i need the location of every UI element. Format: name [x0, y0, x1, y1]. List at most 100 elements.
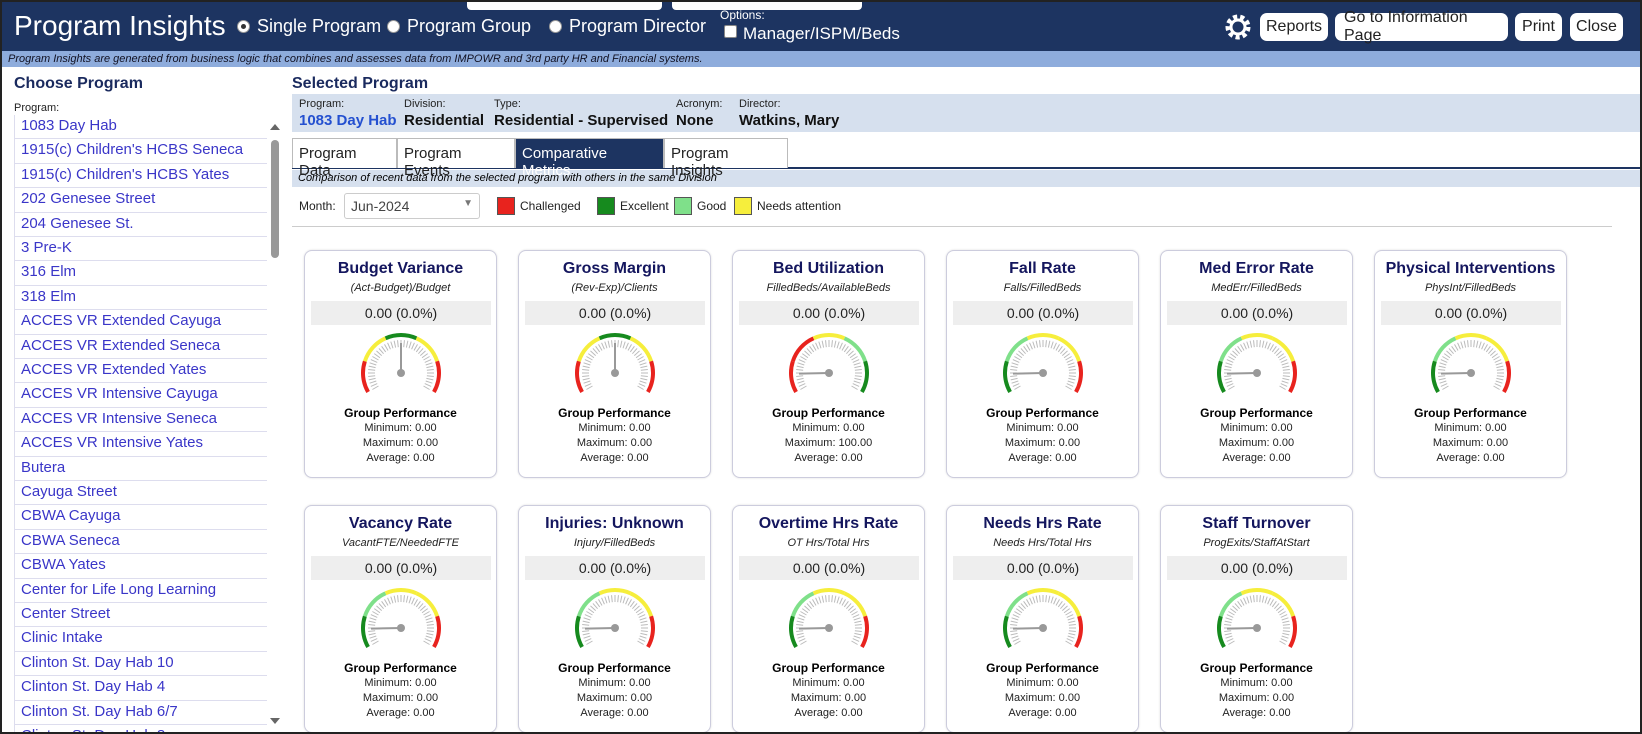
gauge-tick	[592, 348, 598, 355]
program-item[interactable]: Clinton St. Day Hab 4	[14, 676, 267, 701]
program-item[interactable]: CBWA Cayuga	[14, 505, 267, 530]
radio-dot[interactable]	[549, 20, 562, 33]
gauge-tick	[376, 605, 383, 611]
tab[interactable]: Program Data	[292, 138, 397, 179]
group-maximum: Maximum: 0.00	[1004, 437, 1081, 449]
program-item[interactable]: 3 Pre-K	[14, 237, 267, 262]
gauge-tick	[426, 377, 434, 381]
radio-option[interactable]: Program Director	[549, 16, 706, 37]
gauge-tick	[629, 346, 635, 353]
search-box[interactable]	[672, 2, 862, 10]
gauge-tick	[1267, 342, 1271, 350]
gauge-tick	[796, 365, 804, 369]
gauge-tick	[839, 597, 843, 605]
gauge-tick	[1232, 350, 1239, 356]
gauge-tick	[798, 359, 806, 363]
program-item[interactable]: CBWA Seneca	[14, 529, 267, 555]
program-item[interactable]: ACCES VR Extended Cayuga	[14, 310, 267, 335]
program-item[interactable]: 204 Genesee St.	[14, 212, 267, 237]
radio-option[interactable]: Single Program	[237, 16, 381, 37]
radio-label[interactable]: Program Group	[407, 16, 532, 36]
program-item[interactable]: 1083 Day Hab	[14, 115, 267, 140]
gauge-tick	[368, 620, 376, 624]
gauge-zone	[1217, 360, 1226, 393]
month-select[interactable]: Jun-2024 ▼	[344, 193, 480, 219]
gauge-tick	[426, 375, 434, 377]
card-formula: FilledBeds/AvailableBeds	[766, 282, 891, 294]
radio-label[interactable]: Single Program	[257, 16, 382, 36]
gauge-tick	[854, 375, 862, 377]
gauge-tick	[408, 596, 412, 604]
button[interactable]: Go to Information Page	[1335, 9, 1508, 44]
program-item[interactable]: 202 Genesee Street	[14, 188, 267, 213]
gauge-needle	[1440, 372, 1472, 375]
gauge-tick	[854, 377, 862, 381]
program-item[interactable]: 1915(c) Children's HCBS Yates	[14, 163, 267, 189]
gauge-zone	[1502, 360, 1511, 393]
card-value: 0.00 (0.0%)	[739, 556, 919, 580]
card-formula: Falls/FilledBeds	[1003, 282, 1082, 294]
program-item[interactable]: Cayuga Street	[14, 481, 267, 506]
program-item[interactable]: 316 Elm	[14, 261, 267, 286]
checkbox-label[interactable]: Manager/ISPM/Beds	[743, 24, 900, 43]
gauge-tick	[629, 601, 635, 608]
gauge-tick	[423, 356, 430, 361]
button[interactable]: Print	[1515, 13, 1562, 41]
scrollbar[interactable]	[268, 120, 282, 730]
gauge-tick	[1065, 611, 1072, 616]
gauge-tick	[1493, 385, 1500, 390]
gauge-tick	[804, 605, 811, 611]
tab[interactable]: Program Insights	[664, 138, 788, 179]
gauge-tick	[1066, 614, 1074, 618]
program-item[interactable]: Center for Life Long Learning	[14, 578, 267, 603]
program-item[interactable]: Center Street	[14, 603, 267, 628]
gauge-tick	[854, 620, 862, 624]
program-item[interactable]: ACCES VR Extended Yates	[14, 359, 267, 384]
legend-label: Excellent	[620, 199, 669, 213]
program-item[interactable]: Clinton St. Day Hab 6/7	[14, 700, 267, 725]
program-item[interactable]: 1915(c) Children's HCBS Seneca	[14, 139, 267, 164]
program-item[interactable]: 318 Elm	[14, 285, 267, 311]
gauge-tick	[638, 614, 646, 618]
search-box[interactable]	[467, 2, 662, 10]
comparison-note: Comparison of recent data from the selec…	[292, 170, 1640, 187]
gauge-tick	[833, 340, 837, 348]
program-item[interactable]: ACCES VR Intensive Yates	[14, 432, 267, 457]
button[interactable]: Close	[1570, 13, 1623, 41]
gauge-tick	[1230, 608, 1237, 614]
program-item[interactable]: Clinton St. Day Hab 8	[14, 725, 267, 732]
radio-dot[interactable]	[237, 20, 250, 33]
program-item[interactable]: ACCES VR Intensive Cayuga	[14, 383, 267, 408]
gauge-tick	[381, 346, 387, 353]
group-maximum: Maximum: 0.00	[362, 692, 439, 704]
card-formula: VacantFTE/NeededFTE	[342, 537, 459, 549]
gauge-tick	[632, 603, 638, 610]
gauge-tick	[1039, 595, 1041, 603]
gauge-tick	[1481, 342, 1485, 350]
radio-option[interactable]: Program Group	[387, 16, 531, 37]
program-item[interactable]: CBWA Yates	[14, 554, 267, 579]
checkbox[interactable]	[724, 25, 737, 38]
program-item[interactable]: Clinic Intake	[14, 627, 267, 652]
gauge-tick	[1282, 377, 1290, 381]
gauge	[1003, 588, 1083, 648]
field-value: Watkins, Mary	[739, 112, 840, 129]
settings-icon[interactable]	[1224, 13, 1252, 41]
button[interactable]: Reports	[1260, 13, 1328, 41]
gauge-tick	[1224, 624, 1232, 626]
gauge-tick	[588, 608, 595, 614]
gauge-zone	[1271, 591, 1296, 617]
radio-label[interactable]: Program Director	[569, 16, 707, 36]
gauge-tick	[796, 630, 804, 632]
program-item[interactable]: ACCES VR Intensive Seneca	[14, 407, 267, 433]
program-item[interactable]: Butera	[14, 456, 267, 481]
card-title: Vacancy Rate	[348, 515, 453, 532]
gauge-tick	[376, 350, 383, 356]
tab[interactable]: Program Events	[397, 138, 515, 179]
gauge-zone	[576, 336, 601, 362]
radio-dot[interactable]	[387, 20, 400, 33]
tab[interactable]: Comparative Metrics	[515, 138, 664, 179]
program-item[interactable]: ACCES VR Extended Seneca	[14, 334, 267, 359]
gauge-tick	[1047, 340, 1051, 348]
program-item[interactable]: Clinton St. Day Hab 10	[14, 651, 267, 677]
